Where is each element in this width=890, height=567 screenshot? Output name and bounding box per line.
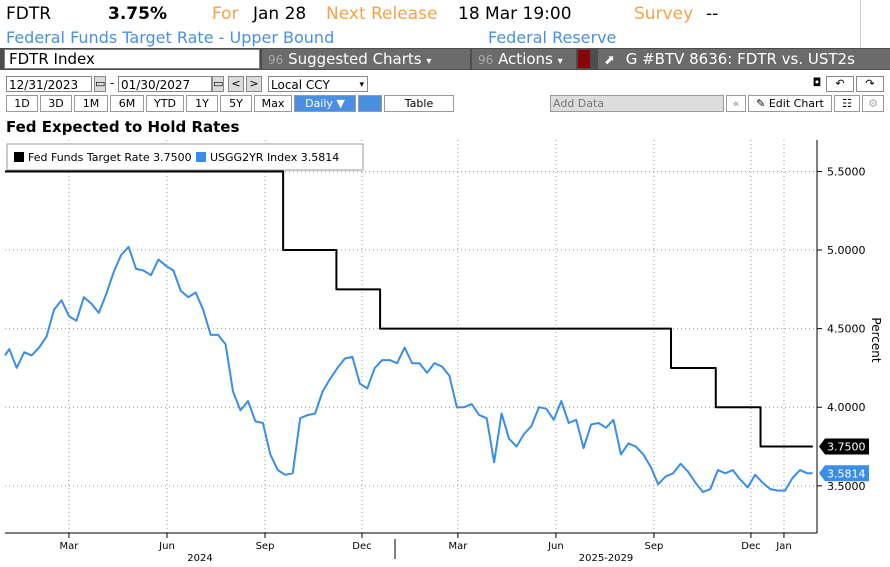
end-calendar-icon[interactable]: ▭ <box>212 76 224 92</box>
prev-period-button[interactable]: < <box>228 76 244 92</box>
pencil-icon: ✎ <box>756 97 766 110</box>
period-ytd-button[interactable]: YTD <box>146 95 184 112</box>
year-label: 2024 <box>187 553 212 564</box>
last-value-badge-bg <box>819 465 869 482</box>
last-value-label: 3.7500 <box>827 441 866 454</box>
chevron-down-icon: ▾ <box>426 56 432 67</box>
x-tick-label: Jun <box>158 541 175 552</box>
legend-entry: USGG2YR Index 3.5814 <box>210 151 339 164</box>
period-6m-button[interactable]: 6M <box>110 95 144 112</box>
x-tick-label: Sep <box>256 541 275 552</box>
expand-icon[interactable]: ◘ <box>808 76 826 92</box>
x-tick-label: Jun <box>547 541 564 552</box>
last-value-labels: 3.7500 3.5814 <box>819 438 869 482</box>
edit-chart-button[interactable]: ✎ Edit Chart <box>748 95 832 112</box>
chevron-down-icon: ▾ <box>359 80 364 90</box>
add-data-input[interactable]: Add Data <box>550 95 724 112</box>
date-range-dash: - <box>110 76 115 90</box>
table-button[interactable]: Table <box>384 95 454 112</box>
ticker-label: FDTR <box>6 4 52 24</box>
y-axis-label: Percent <box>869 317 883 362</box>
header-divider <box>860 0 861 48</box>
chart-id-label: G #BTV 8636: FDTR vs. UST2s <box>625 50 855 68</box>
period-row: 1D 3D 1M 6M YTD 1Y 5Y Max Daily ▼ Table … <box>0 94 890 114</box>
chart-lines <box>4 170 813 494</box>
security-header: FDTR 3.75% For Jan 28 Next Release 18 Ma… <box>0 0 890 48</box>
undo-icon[interactable]: ↶ <box>826 76 854 92</box>
chart-type-button[interactable] <box>358 95 382 112</box>
chart-grid <box>5 140 817 533</box>
suggested-charts-prefix: 96 <box>268 53 284 67</box>
period-1d-button[interactable]: 1D <box>6 95 38 112</box>
y-tick-label: 5.0000 <box>827 244 866 257</box>
chart-toolbar: FDTR Index 96 Suggested Charts ▾ 96 Acti… <box>0 48 890 70</box>
next-period-button[interactable]: > <box>246 76 262 92</box>
security-input[interactable]: FDTR Index <box>4 49 260 69</box>
last-value: 3.75% <box>108 4 167 24</box>
chart-title: Fed Expected to Hold Rates <box>6 118 240 136</box>
next-release-label: Next Release <box>326 4 438 24</box>
year-label: 2025-2029 <box>579 553 634 564</box>
period-3d-button[interactable]: 3D <box>40 95 72 112</box>
currency-select[interactable]: Local CCY ▾ <box>268 76 368 92</box>
period-5y-button[interactable]: 5Y <box>220 95 252 112</box>
x-tick-label: Sep <box>645 541 664 552</box>
security-description: Federal Funds Target Rate - Upper Bound <box>6 28 335 47</box>
legend-entry: Fed Funds Target Rate 3.7500 <box>28 151 192 164</box>
external-link-icon: ⬈ <box>604 53 615 68</box>
y-tick-label: 4.5000 <box>827 323 866 336</box>
actions-prefix: 96 <box>478 53 494 67</box>
chart-plot[interactable]: 5.5000 5.0000 4.5000 4.0000 3.5000 Percent Ma… <box>0 140 890 567</box>
y-tick-label: 5.5000 <box>827 165 866 178</box>
y-tick-label: 4.0000 <box>827 401 866 414</box>
survey-value: -- <box>706 4 719 24</box>
suggested-charts-button[interactable]: 96 Suggested Charts ▾ <box>262 49 470 69</box>
survey-label: Survey <box>634 4 694 24</box>
collapse-icon[interactable]: « <box>726 95 746 112</box>
start-date-input[interactable]: 12/31/2023 <box>6 76 92 92</box>
y-axis: 5.5000 5.0000 4.5000 4.0000 3.5000 Percent <box>816 140 883 533</box>
period-1y-button[interactable]: 1Y <box>186 95 218 112</box>
suggested-charts-label: Suggested Charts <box>288 50 422 68</box>
series-line-fed-funds <box>5 170 813 448</box>
redo-icon[interactable]: ↷ <box>856 76 884 92</box>
frequency-select[interactable]: Daily ▼ <box>294 95 356 112</box>
security-description-row: Federal Funds Target Rate - Upper Bound … <box>0 28 890 48</box>
actions-label: Actions <box>498 50 553 68</box>
period-max-button[interactable]: Max <box>254 95 292 112</box>
start-calendar-icon[interactable]: ▭ <box>94 76 106 92</box>
series-line-usgg2yr <box>4 245 813 494</box>
last-value-badge: 3.5814 <box>819 465 869 482</box>
x-tick-label: Dec <box>352 541 371 552</box>
currency-value: Local CCY <box>271 78 330 92</box>
end-date-input[interactable]: 01/30/2027 <box>118 76 212 92</box>
gear-icon[interactable]: ⚙ <box>862 95 884 112</box>
y-tick-label: 3.5000 <box>827 480 866 493</box>
x-tick-label: Mar <box>59 541 79 552</box>
for-date: Jan 28 <box>253 4 307 24</box>
for-label: For <box>212 4 239 24</box>
x-tick-label: Mar <box>448 541 468 552</box>
security-source: Federal Reserve <box>488 28 617 47</box>
last-value-label: 3.5814 <box>827 467 866 480</box>
next-release-date: 18 Mar 19:00 <box>458 4 572 24</box>
period-1m-button[interactable]: 1M <box>74 95 108 112</box>
legend-box <box>6 143 364 171</box>
chart-legend: Fed Funds Target Rate 3.7500 USGG2YR Inde… <box>6 143 364 171</box>
x-tick-label: Jan <box>775 541 791 552</box>
last-value-badge-bg <box>819 438 869 455</box>
chart-id-bar[interactable]: ⬈ G #BTV 8636: FDTR vs. UST2s <box>598 49 890 69</box>
date-range-row: 12/31/2023 ▭ - 01/30/2027 ▭ < > Local CC… <box>0 74 890 94</box>
color-swatch <box>578 50 590 68</box>
edit-chart-label: Edit Chart <box>768 97 824 110</box>
last-value-badge: 3.7500 <box>819 438 869 455</box>
x-tick-label: Dec <box>741 541 760 552</box>
chart-settings-icon[interactable]: ☷ <box>834 95 860 112</box>
legend-swatch <box>14 152 24 162</box>
chevron-down-icon: ▾ <box>557 56 563 67</box>
actions-button[interactable]: 96 Actions ▾ <box>472 49 576 69</box>
x-axis: Mar Jun Sep Dec Mar Jun Sep Dec Jan 2024 2025-2029 <box>5 532 817 564</box>
legend-swatch <box>196 152 206 162</box>
